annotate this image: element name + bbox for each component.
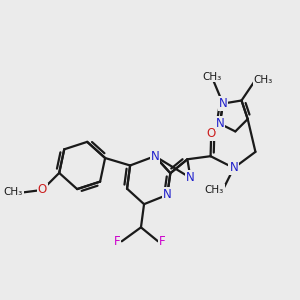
Text: F: F	[114, 235, 120, 248]
Text: CH₃: CH₃	[254, 75, 273, 85]
Text: N: N	[163, 188, 172, 201]
Text: O: O	[207, 128, 216, 140]
Text: O: O	[38, 183, 47, 196]
Text: N: N	[215, 117, 224, 130]
Text: N: N	[230, 161, 238, 174]
Text: F: F	[159, 235, 166, 248]
Text: CH₃: CH₃	[205, 184, 224, 195]
Text: N: N	[186, 171, 195, 184]
Text: CH₃: CH₃	[4, 188, 23, 197]
Text: N: N	[151, 150, 159, 163]
Text: CH₃: CH₃	[202, 72, 222, 82]
Text: N: N	[219, 97, 227, 110]
